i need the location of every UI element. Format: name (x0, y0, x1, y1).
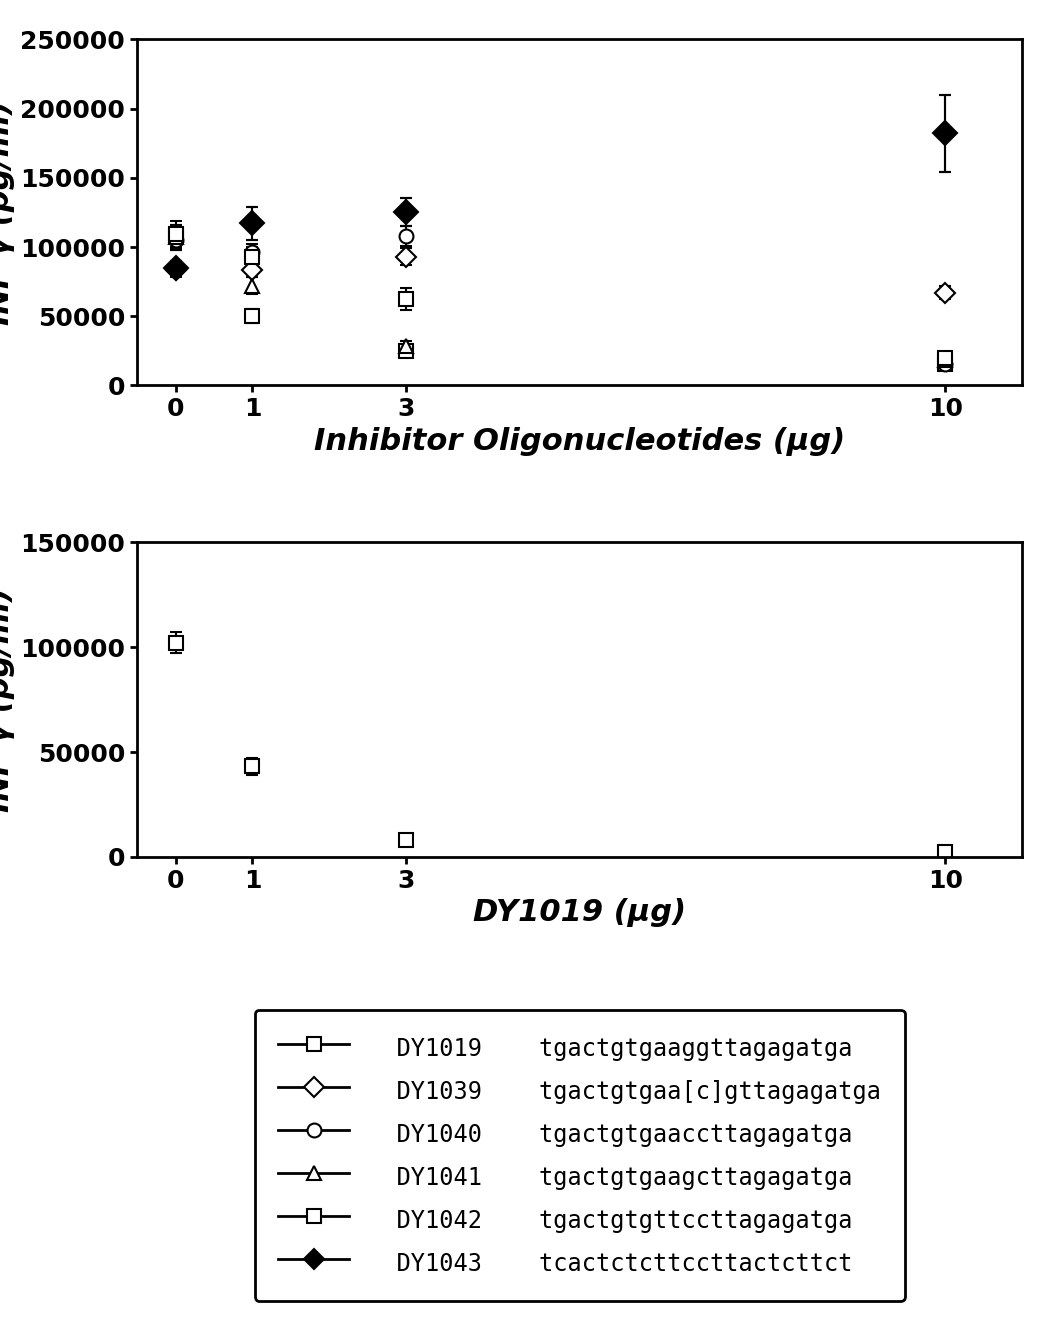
Legend:   DY1019    tgactgtgaaggttagagatga,   DY1039    tgactgtgaa[c]gttagagatga,   DY10: DY1019 tgactgtgaaggttagagatga, DY1039 tg… (255, 1009, 903, 1301)
X-axis label: DY1019 (μg): DY1019 (μg) (473, 898, 686, 927)
Y-axis label: INF γ (pg/ml): INF γ (pg/ml) (0, 101, 15, 325)
X-axis label: Inhibitor Oligonucleotides (μg): Inhibitor Oligonucleotides (μg) (314, 427, 845, 455)
Y-axis label: INF γ (pg/ml): INF γ (pg/ml) (0, 587, 15, 812)
